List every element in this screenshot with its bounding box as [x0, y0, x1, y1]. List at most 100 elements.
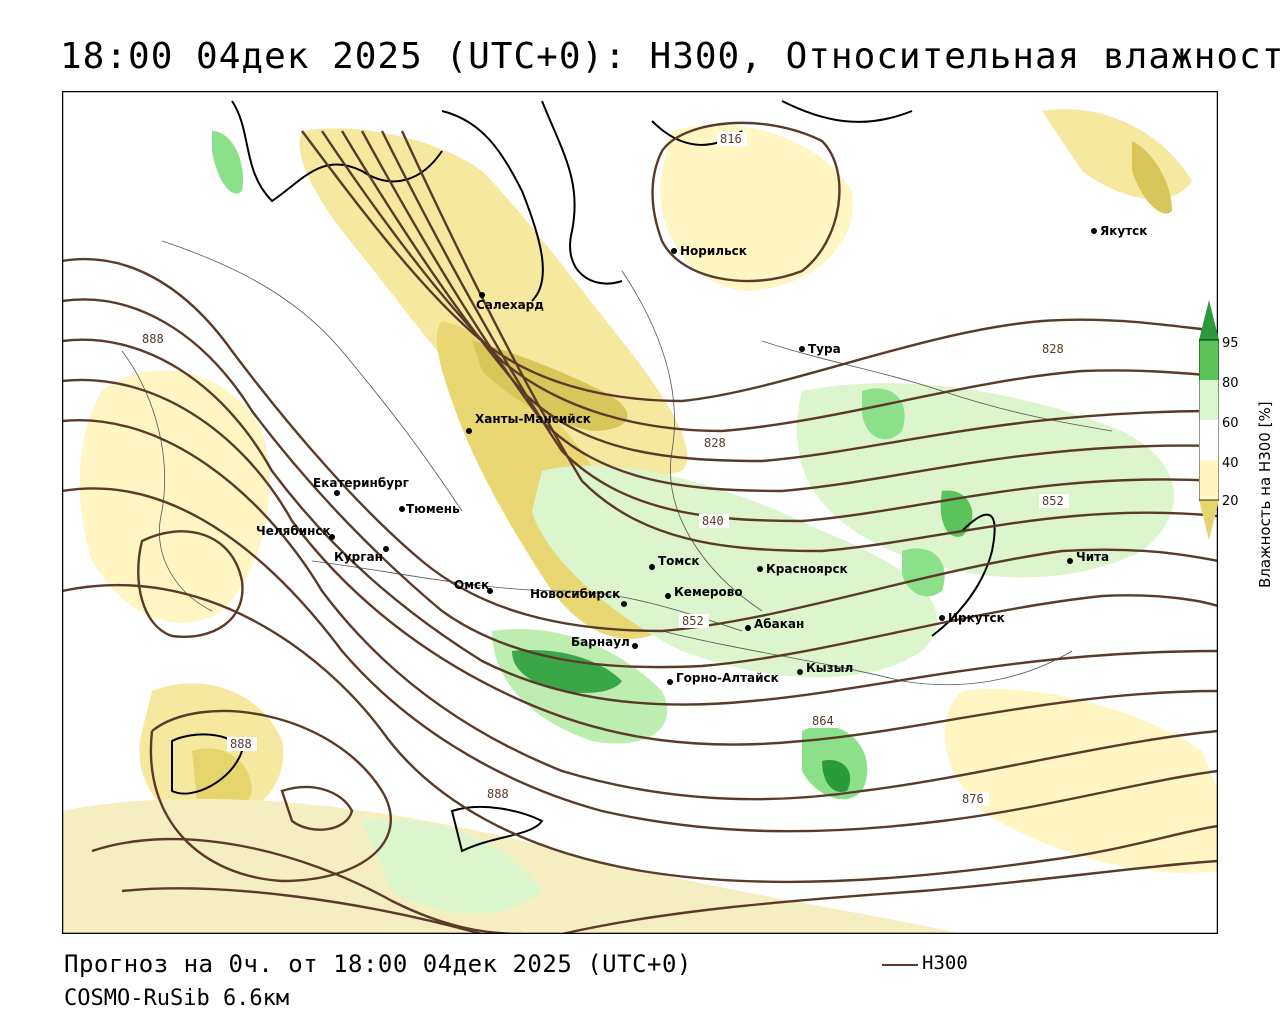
contour-line: [321, 130, 1218, 433]
contour-label: 828: [704, 436, 726, 450]
city-label: Кемерово: [674, 585, 743, 599]
contour-label: 828: [1042, 342, 1064, 356]
contour-line: [91, 837, 523, 934]
contour-label: 840: [702, 514, 724, 528]
colorbar-title: Влажность на H300 [%]: [1256, 401, 1274, 588]
contour-label-bg: [959, 792, 989, 806]
city-label: Чита: [1076, 550, 1109, 564]
contour-label-bg: [701, 436, 731, 450]
contour-label: 816: [720, 132, 742, 146]
h300-contours: [62, 121, 1218, 934]
contour-line: [301, 130, 1218, 403]
city-label: Барнаул: [571, 635, 630, 649]
city-marker: [671, 248, 677, 254]
contour-line: [62, 487, 1218, 833]
contour-label: 888: [142, 332, 164, 346]
city-label: Ханты-Мансийск: [475, 412, 591, 426]
humidity-field: [62, 109, 1218, 934]
city-marker: [757, 566, 763, 572]
colorbar-tick: 40: [1222, 456, 1239, 471]
city-marker: [649, 564, 655, 570]
cities: Салехард Норильск Якутск Тура Ханты-Мансийск…: [256, 224, 1147, 685]
city-marker: [399, 506, 405, 512]
contour-label-bg: [227, 737, 257, 751]
city-marker: [383, 546, 389, 552]
contour-line: [137, 530, 244, 638]
colorbar-tick: 60: [1222, 416, 1239, 431]
city-marker: [797, 669, 803, 675]
city-label: Курган: [334, 550, 383, 564]
city-label: Омск: [454, 578, 489, 592]
contour-labels: 816 828 828 840 852 852 864 876 888 888 888: [139, 132, 1069, 806]
contour-line: [62, 583, 1218, 884]
city-label: Тура: [808, 342, 841, 356]
city-marker: [667, 679, 673, 685]
city-label: Томск: [658, 554, 700, 568]
city-marker: [799, 346, 805, 352]
contour-line: [340, 130, 1218, 463]
contour-label-bg: [809, 714, 839, 728]
contour-label: 852: [1042, 494, 1064, 508]
city-marker: [329, 534, 335, 540]
h300-legend-line: [882, 964, 918, 966]
contour-label: 864: [812, 714, 834, 728]
contour-label-bg: [1039, 494, 1069, 508]
colorbar-band-80-95: [1199, 340, 1219, 380]
city-label: Челябинск: [256, 524, 331, 538]
contour-label-bg: [484, 787, 514, 801]
city-label: Салехард: [476, 298, 544, 312]
city-marker: [334, 490, 340, 496]
contour-line: [651, 121, 841, 283]
city-label: Якутск: [1100, 224, 1147, 238]
contour-label: 876: [962, 792, 984, 806]
city-marker: [632, 643, 638, 649]
contour-line: [400, 130, 1218, 553]
city-label: Тюмень: [406, 502, 460, 516]
contour-line: [561, 859, 1218, 934]
city-label: Горно-Алтайск: [676, 671, 779, 685]
colorbar-band-20-40: [1199, 460, 1219, 500]
colorbar-band-40-60: [1199, 420, 1219, 460]
contour-line: [62, 378, 1218, 746]
city-label: Екатеринбург: [313, 476, 409, 490]
forecast-map: 816 828 828 840 852 852 864 876 888 888 888 Салеха…: [62, 91, 1218, 934]
city-label: Кызыл: [806, 661, 853, 675]
contour-label-bg: [139, 332, 169, 346]
contour-line: [62, 257, 1218, 633]
h300-legend-label: H300: [922, 952, 968, 974]
contour-label-bg: [717, 132, 747, 146]
city-marker: [466, 428, 472, 434]
contour-label-bg: [699, 514, 729, 528]
city-label: Новосибирск: [530, 587, 620, 601]
model-name: COSMO-RuSib 6.6км: [64, 986, 290, 1011]
colorbar-band-60-80: [1199, 380, 1219, 420]
colorbar-bottom-arrow: [1199, 500, 1219, 540]
forecast-info: Прогноз на 0ч. от 18:00 04дек 2025 (UTC+…: [64, 950, 692, 978]
city-label: Красноярск: [766, 562, 848, 576]
contour-label-bg: [1039, 342, 1069, 356]
city-label: Иркутск: [948, 611, 1005, 625]
city-marker: [1091, 228, 1097, 234]
city-marker: [939, 615, 945, 621]
contour-line: [121, 887, 483, 934]
contour-line: [62, 298, 1218, 669]
city-marker: [479, 292, 485, 298]
city-marker: [487, 588, 493, 594]
colorbar-tick: 20: [1222, 494, 1239, 509]
city-label: Норильск: [680, 244, 747, 258]
colorbar-top-arrow: [1199, 300, 1219, 340]
contour-label: 888: [487, 787, 509, 801]
contour-line: [62, 418, 1218, 801]
contour-label-bg: [679, 614, 709, 628]
map-title: 18:00 04дек 2025 (UTC+0): H300, Относите…: [60, 36, 1280, 77]
contour-line: [62, 338, 1218, 706]
colorbar: [1198, 300, 1220, 540]
city-marker: [1067, 558, 1073, 564]
city-marker: [621, 601, 627, 607]
city-label: Абакан: [754, 617, 804, 631]
city-marker: [745, 625, 751, 631]
colorbar-tick: 95: [1222, 336, 1239, 351]
city-marker: [665, 593, 671, 599]
contour-line: [280, 785, 354, 831]
contour-label: 852: [682, 614, 704, 628]
